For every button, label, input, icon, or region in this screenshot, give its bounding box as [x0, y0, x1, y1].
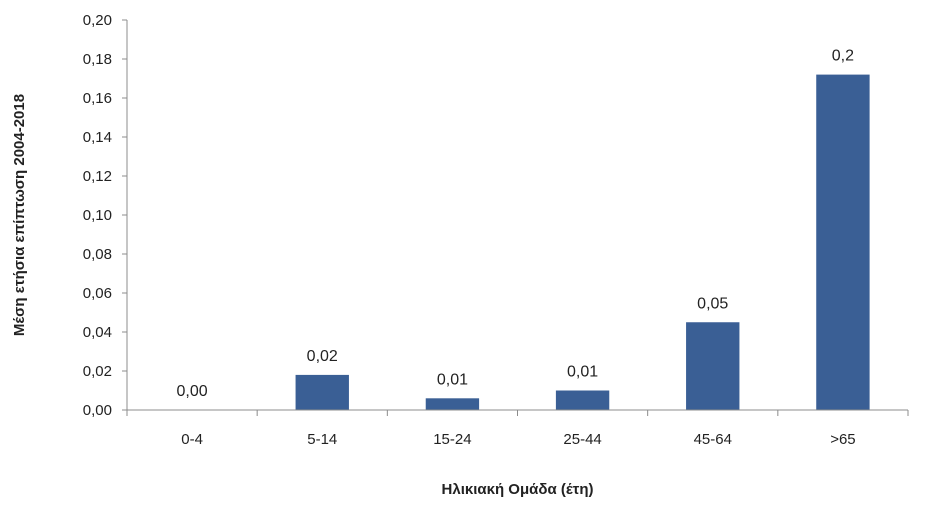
x-tick-label: 25-44 — [563, 431, 601, 448]
x-tick-label: 45-64 — [694, 431, 732, 448]
y-tick-label: 0,14 — [83, 129, 112, 146]
bar-5-14 — [295, 374, 349, 410]
data-label: 0,00 — [177, 383, 208, 400]
y-axis-title: Μέση ετήσια επίπτωση 2004-2018 — [11, 94, 28, 336]
y-tick-label: 0,06 — [83, 285, 112, 302]
x-tick-label: 5-14 — [307, 431, 337, 448]
y-tick-label: 0,04 — [83, 324, 112, 341]
y-tick-label: 0,02 — [83, 363, 112, 380]
y-tick-label: 0,20 — [83, 12, 112, 29]
bar-45-64 — [686, 322, 740, 410]
data-label: 0,02 — [307, 348, 338, 365]
x-tick-label: 0-4 — [181, 431, 203, 448]
data-label: 0,2 — [832, 48, 854, 65]
x-tick-label: >65 — [830, 431, 855, 448]
y-tick-label: 0,08 — [83, 246, 112, 263]
y-tick-label: 0,16 — [83, 90, 112, 107]
y-tick-label: 0,12 — [83, 168, 112, 185]
x-tick-label: 15-24 — [433, 431, 471, 448]
bars: 0,00 0,02 0,01 0,01 0,05 0,2 — [177, 48, 870, 410]
bar->65 — [816, 74, 870, 410]
y-tick-label: 0,18 — [83, 51, 112, 68]
data-label: 0,01 — [567, 364, 598, 381]
data-label: 0,05 — [697, 295, 728, 312]
bar-25-44 — [555, 390, 610, 410]
y-tick-label: 0,10 — [83, 207, 112, 224]
bar-15-24 — [425, 398, 480, 410]
y-axis-ticks: 0,00 0,02 0,04 0,06 0,08 0,10 0,12 0,14 0,16 0,18… — [83, 12, 127, 419]
x-axis-ticks: 0-4 5-14 15-24 25-44 45-64 >65 — [126, 410, 909, 448]
x-axis-title: Ηλικιακή Ομάδα (έτη) — [442, 481, 594, 498]
y-tick-label: 0,00 — [83, 402, 112, 419]
data-label: 0,01 — [437, 371, 468, 388]
